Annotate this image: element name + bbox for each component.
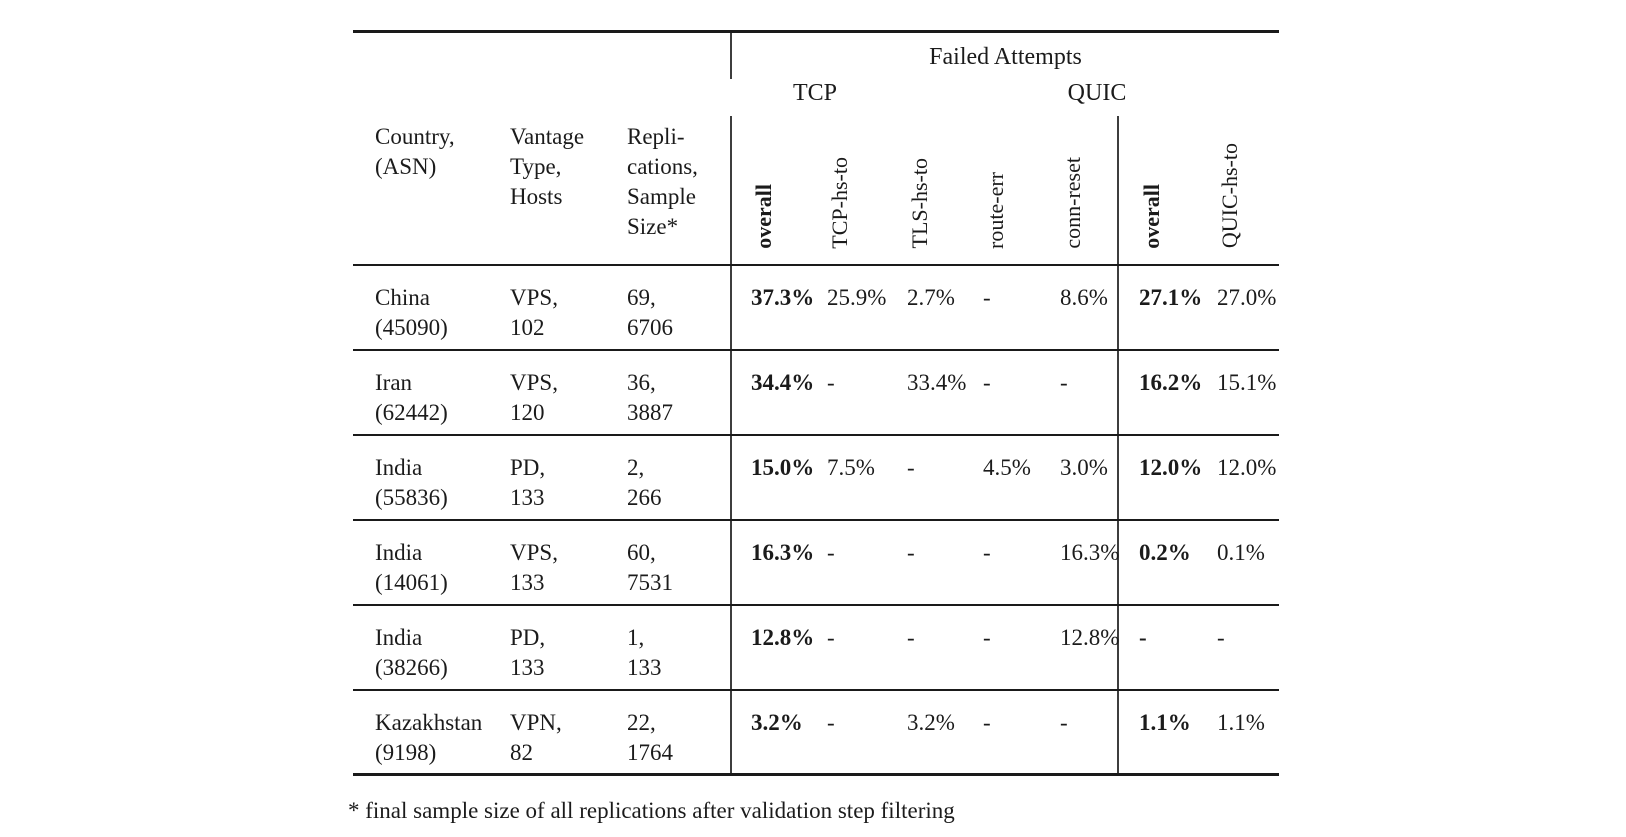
vantage-cell: VPN, 82 bbox=[510, 689, 627, 776]
protocol-header-row: TCP QUIC bbox=[353, 79, 1279, 116]
conn-reset-cell: - bbox=[1060, 689, 1119, 776]
quic-overall-cell: 27.1% bbox=[1117, 264, 1218, 351]
route-err-cell: - bbox=[983, 264, 1061, 351]
table-row: Kazakhstan (9198) VPN, 82 22, 1764 3.2% … bbox=[353, 689, 1280, 776]
table-row: India (55836) PD, 133 2, 266 15.0% 7.5% … bbox=[353, 434, 1280, 521]
protocol-header-cell: TCP QUIC bbox=[353, 79, 1279, 116]
table-row: India (14061) VPS, 133 60, 7531 16.3% - … bbox=[353, 519, 1280, 606]
tcp-overall-cell: 34.4% bbox=[730, 349, 828, 436]
quic-hs-to-cell: 12.0% bbox=[1217, 434, 1280, 521]
country-cell: India (38266) bbox=[353, 604, 510, 691]
col-header-vantage: Vantage Type, Hosts bbox=[510, 115, 627, 266]
vantage-cell: PD, 133 bbox=[510, 604, 627, 691]
quic-hs-to-cell: - bbox=[1217, 604, 1280, 691]
tcp-group-header: TCP bbox=[792, 79, 838, 106]
col-header-quic-hs-to: QUIC-hs-to bbox=[1217, 115, 1280, 266]
tcp-overall-cell: 12.8% bbox=[730, 604, 828, 691]
vantage-cell: VPS, 120 bbox=[510, 349, 627, 436]
tcp-overall-cell: 3.2% bbox=[730, 689, 828, 776]
replications-cell: 60, 7531 bbox=[627, 519, 732, 606]
country-cell: India (55836) bbox=[353, 434, 510, 521]
tcp-overall-cell: 15.0% bbox=[730, 434, 828, 521]
tcp-hs-to-cell: - bbox=[827, 519, 908, 606]
col-header-replications: Repli- cations, Sample Size* bbox=[627, 115, 732, 266]
country-cell: China (45090) bbox=[353, 264, 510, 351]
route-err-cell: - bbox=[983, 689, 1061, 776]
vantage-cell: PD, 133 bbox=[510, 434, 627, 521]
conn-reset-cell: 16.3% bbox=[1060, 519, 1119, 606]
replications-cell: 69, 6706 bbox=[627, 264, 732, 351]
conn-reset-cell: 8.6% bbox=[1060, 264, 1119, 351]
country-cell: Iran (62442) bbox=[353, 349, 510, 436]
table-row: China (45090) VPS, 102 69, 6706 37.3% 25… bbox=[353, 264, 1280, 351]
quic-hs-to-cell: 27.0% bbox=[1217, 264, 1280, 351]
tls-hs-to-cell: - bbox=[907, 519, 984, 606]
col-header-country: Country, (ASN) bbox=[353, 115, 510, 266]
col-header-route-err: route-err bbox=[983, 115, 1061, 266]
quic-overall-cell: 1.1% bbox=[1117, 689, 1218, 776]
conn-reset-cell: 3.0% bbox=[1060, 434, 1119, 521]
quic-overall-cell: 16.2% bbox=[1117, 349, 1218, 436]
conn-reset-cell: - bbox=[1060, 349, 1119, 436]
tls-hs-to-cell: 3.2% bbox=[907, 689, 984, 776]
tcp-hs-to-cell: - bbox=[827, 689, 908, 776]
replications-cell: 2, 266 bbox=[627, 434, 732, 521]
route-err-cell: 4.5% bbox=[983, 434, 1061, 521]
quic-overall-cell: 0.2% bbox=[1117, 519, 1218, 606]
col-header-tcp-hs-to: TCP-hs-to bbox=[827, 115, 908, 266]
tcp-overall-cell: 16.3% bbox=[730, 519, 828, 606]
quic-hs-to-cell: 15.1% bbox=[1217, 349, 1280, 436]
column-header-row: Country, (ASN) Vantage Type, Hosts Repli… bbox=[353, 115, 1280, 266]
tls-hs-to-cell: - bbox=[907, 604, 984, 691]
table-row: India (38266) PD, 133 1, 133 12.8% - - -… bbox=[353, 604, 1280, 691]
tcp-hs-to-cell: 25.9% bbox=[827, 264, 908, 351]
tls-hs-to-cell: - bbox=[907, 434, 984, 521]
table-row: Iran (62442) VPS, 120 36, 3887 34.4% - 3… bbox=[353, 349, 1280, 436]
route-err-cell: - bbox=[983, 519, 1061, 606]
failed-attempts-header: Failed Attempts bbox=[730, 30, 1280, 79]
group-header-row: Failed Attempts bbox=[353, 30, 1280, 79]
quic-hs-to-cell: 0.1% bbox=[1217, 519, 1280, 606]
replications-cell: 36, 3887 bbox=[627, 349, 732, 436]
route-err-cell: - bbox=[983, 604, 1061, 691]
quic-group-header: QUIC bbox=[1067, 79, 1127, 106]
conn-reset-cell: 12.8% bbox=[1060, 604, 1119, 691]
tls-hs-to-cell: 2.7% bbox=[907, 264, 984, 351]
data-table: Failed Attempts TCP QUIC Country, (ASN) … bbox=[353, 30, 1280, 776]
table-footnote: * final sample size of all replications … bbox=[348, 798, 955, 823]
tcp-hs-to-cell: - bbox=[827, 604, 908, 691]
country-cell: Kazakhstan (9198) bbox=[353, 689, 510, 776]
tcp-hs-to-cell: - bbox=[827, 349, 908, 436]
tcp-overall-cell: 37.3% bbox=[730, 264, 828, 351]
route-err-cell: - bbox=[983, 349, 1061, 436]
vantage-cell: VPS, 102 bbox=[510, 264, 627, 351]
col-header-tcp-overall: overall bbox=[730, 115, 828, 266]
replications-cell: 22, 1764 bbox=[627, 689, 732, 776]
quic-hs-to-cell: 1.1% bbox=[1217, 689, 1280, 776]
tcp-hs-to-cell: 7.5% bbox=[827, 434, 908, 521]
quic-overall-cell: - bbox=[1117, 604, 1218, 691]
col-header-conn-reset: conn-reset bbox=[1060, 115, 1119, 266]
replications-cell: 1, 133 bbox=[627, 604, 732, 691]
vantage-cell: VPS, 133 bbox=[510, 519, 627, 606]
country-cell: India (14061) bbox=[353, 519, 510, 606]
tls-hs-to-cell: 33.4% bbox=[907, 349, 984, 436]
col-header-quic-overall: overall bbox=[1117, 115, 1218, 266]
quic-overall-cell: 12.0% bbox=[1117, 434, 1218, 521]
col-header-tls-hs-to: TLS-hs-to bbox=[907, 115, 984, 266]
top-rule-spacer bbox=[353, 30, 732, 79]
failed-attempts-table: Failed Attempts TCP QUIC Country, (ASN) … bbox=[348, 30, 1280, 824]
